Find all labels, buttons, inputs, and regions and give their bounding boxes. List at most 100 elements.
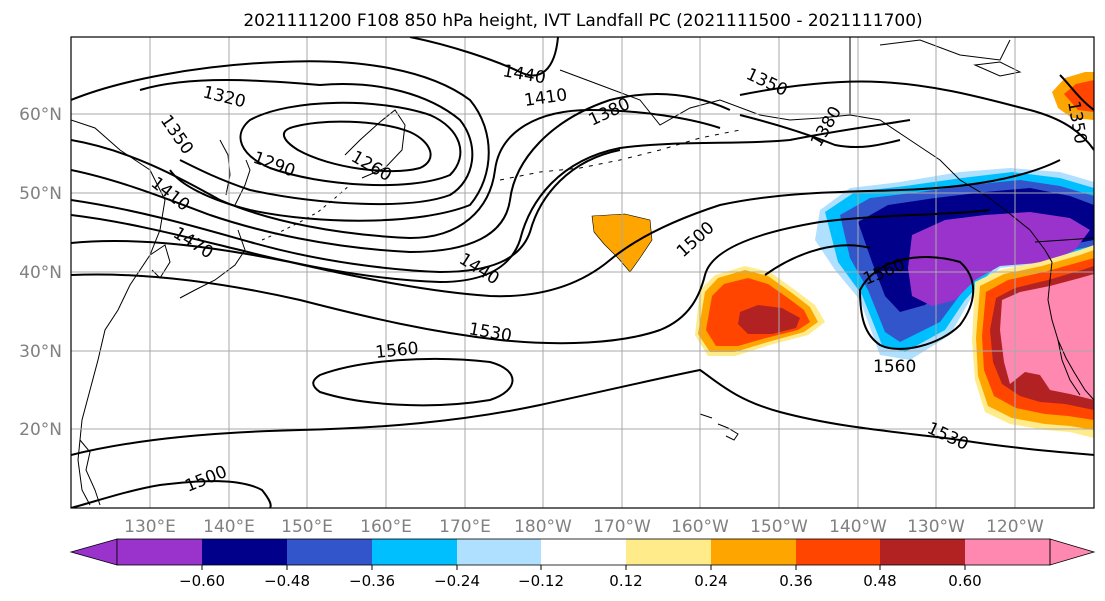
coastlines [71, 37, 1094, 506]
contour-1560-centre [312, 357, 514, 407]
contour-1320 [139, 79, 474, 206]
lat-tick-label: 40°N [19, 263, 62, 283]
contour-1560-trough [764, 244, 871, 276]
colorbar-swatch [711, 539, 796, 565]
colorbar-swatch [796, 539, 880, 565]
contour-1440-top [409, 37, 559, 77]
lon-tick-label: 140°E [203, 517, 255, 537]
coast-baja [1057, 339, 1081, 396]
contour-1350-east [739, 80, 1094, 151]
lon-tick-label: 130°W [907, 517, 965, 537]
shade-darkred-central [738, 305, 800, 334]
contour-1440 [71, 149, 621, 274]
shade-purple-northeast [908, 212, 1090, 306]
lon-tick-label: 150°W [750, 517, 808, 537]
lon-tick-label: 170°E [439, 517, 491, 537]
coast-aleutians [499, 129, 741, 181]
colorbar-tick-label: −0.36 [349, 572, 395, 590]
map-title: 2021111200 F108 850 hPa height, IVT Land… [243, 11, 922, 31]
contour-label: 1560 [374, 339, 419, 363]
pc-shading [591, 72, 1094, 438]
lat-tick-label: 20°N [19, 420, 62, 440]
lon-tick-label: 160°E [360, 517, 412, 537]
contour-1350-west [71, 60, 490, 222]
border-us-canada [1034, 237, 1094, 243]
contour-label: 1410 [147, 173, 193, 215]
lon-tick-label: 140°W [829, 517, 887, 537]
coast-bc [1029, 229, 1053, 263]
coast-philippines [79, 439, 101, 506]
lon-tick-label: 150°E [281, 517, 333, 537]
contour-label: 1500 [673, 218, 719, 262]
contour-label: 1440 [501, 61, 547, 88]
lon-tick-label: 160°W [671, 517, 729, 537]
contour-1260 [282, 120, 432, 173]
height-contours [71, 37, 1094, 508]
colorbar-tick-label: 0.48 [863, 572, 896, 590]
colorbar-swatch [880, 539, 965, 565]
contour-label: 1530 [467, 319, 513, 346]
contour-1560-east [858, 256, 975, 350]
contour-label: 1350 [743, 64, 791, 100]
colorbar-swatch [202, 539, 287, 565]
colorbar-tick-label: 0.36 [779, 572, 812, 590]
contour-label: 1290 [250, 148, 297, 182]
lon-tick-labels: 130°E 140°E 150°E 160°E 170°E 180°W 170°… [124, 517, 1044, 537]
contour-1500 [71, 159, 1061, 298]
contour-label: 1530 [924, 418, 972, 454]
lon-tick-label: 170°W [593, 517, 651, 537]
colorbar-tick-label: 0.12 [609, 572, 642, 590]
colorbar-swatch [626, 539, 711, 565]
contour-1380-east [739, 114, 901, 149]
colorbar: −0.60 −0.48 −0.36 −0.24 −0.12 0.12 0.24 … [69, 538, 1096, 590]
colorbar-swatch [287, 539, 372, 565]
colorbar-tick-label: 0.60 [948, 572, 981, 590]
colorbar-ticks [201, 565, 966, 570]
shade-pink-southeast [1000, 274, 1094, 400]
contour-1530 [71, 209, 991, 345]
contour-1530-south [71, 368, 1094, 456]
contour-1500-south [71, 480, 272, 508]
contour-label: 1560 [873, 357, 916, 377]
colorbar-swatch [117, 539, 202, 565]
colorbar-tick-label: −0.48 [264, 572, 310, 590]
colorbar-frame [116, 538, 1051, 566]
lon-tick-label: 120°W [986, 517, 1044, 537]
colorbar-swatch [541, 539, 626, 565]
colorbar-tick-label: −0.24 [434, 572, 480, 590]
lon-tick-label: 180°W [514, 517, 572, 537]
colorbar-extend-low [69, 538, 118, 566]
colorbar-swatch [372, 539, 457, 565]
contour-label: 1260 [348, 147, 395, 186]
coast-korea [149, 244, 171, 279]
contour-1350-northeast [1059, 74, 1094, 111]
contour-1380-west [71, 108, 721, 240]
contour-label: 1350 [156, 111, 197, 158]
coast-hawaii [699, 413, 739, 441]
colorbar-tick-label: −0.60 [179, 572, 225, 590]
lat-tick-label: 60°N [19, 105, 62, 125]
lat-tick-label: 50°N [19, 184, 62, 204]
colorbar-swatch [965, 539, 1050, 565]
contour-1470 [71, 119, 911, 284]
lat-tick-labels: 20°N 30°N 40°N 50°N 60°N [19, 105, 62, 440]
contour-label: 1410 [523, 85, 569, 111]
coast-kamchatka [344, 109, 406, 179]
contour-label: 1470 [169, 223, 216, 263]
map-area: 1320 1350 1290 1260 1410 1470 1440 1410 … [71, 37, 1094, 508]
contour-label: 1380 [807, 103, 846, 150]
colorbar-tick-label: −0.12 [518, 572, 564, 590]
coast-asia-east [71, 119, 166, 506]
coast-arctic [879, 39, 1022, 77]
lat-tick-label: 30°N [19, 342, 62, 362]
map-frame [70, 36, 1095, 509]
contour-1290 [239, 101, 462, 187]
colorbar-swatch [457, 539, 541, 565]
contour-1410 [71, 93, 731, 254]
colorbar-extend-high [1049, 538, 1096, 566]
contour-label: 1500 [182, 462, 230, 497]
lon-tick-label: 130°E [124, 517, 176, 537]
colorbar-tick-label: 0.24 [694, 572, 727, 590]
gridlines [71, 37, 1094, 508]
